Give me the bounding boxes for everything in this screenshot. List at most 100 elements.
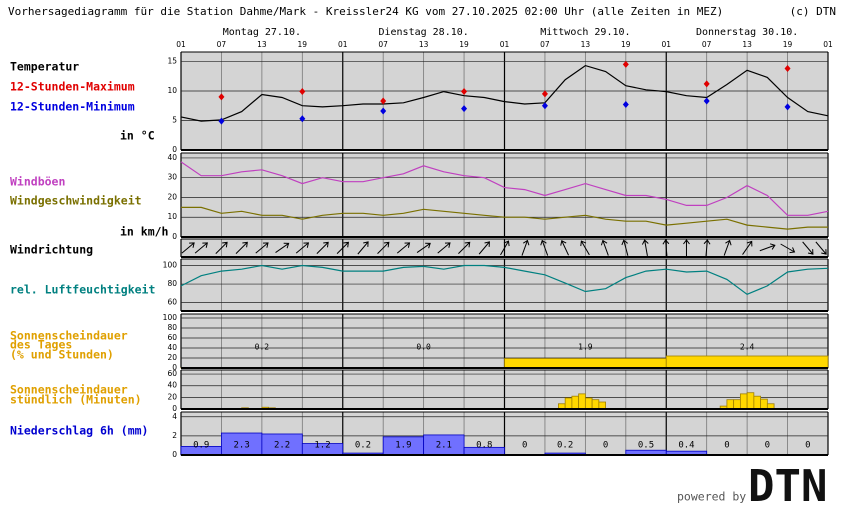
- wind-arrow: [215, 241, 228, 255]
- wind-arrow: [802, 241, 814, 255]
- wind-arrow: [336, 241, 349, 255]
- wind-arrow: [357, 241, 369, 255]
- hour-label: 13: [257, 40, 267, 49]
- max-min-marker: [703, 80, 710, 88]
- day-label: Montag 27.10.: [223, 27, 301, 38]
- y-tick-label: 60: [167, 333, 177, 342]
- sunshine-hours-label: 2.4: [740, 343, 755, 352]
- y-tick-label: 10: [167, 86, 177, 95]
- wind-arrow: [416, 242, 431, 253]
- y-tick-label: 40: [167, 381, 177, 390]
- hour-label: 07: [540, 40, 550, 49]
- y-tick-label: 0: [172, 145, 177, 154]
- hour-label: 01: [176, 40, 186, 49]
- y-tick-label: 80: [167, 323, 177, 332]
- wind-arrow: [815, 241, 827, 255]
- bar: [591, 399, 600, 410]
- bar: [578, 393, 586, 410]
- max-min-marker: [461, 88, 468, 96]
- bar-label: 0.2: [557, 441, 573, 451]
- bar: [760, 398, 768, 410]
- bar-label: 2.2: [274, 441, 290, 451]
- bar: [598, 401, 606, 410]
- wind-arrow: [377, 241, 390, 255]
- bar-label: 0: [522, 441, 527, 451]
- hour-label: 19: [621, 40, 631, 49]
- panel-label: Sonnenscheindauer: [10, 329, 128, 343]
- y-tick-label: 0: [172, 363, 177, 372]
- sunshine-hours-label: 0.0: [416, 343, 431, 352]
- wind-arrow: [437, 242, 451, 254]
- bar: [564, 397, 573, 410]
- bar: [746, 392, 755, 410]
- bar-label: 0.8: [476, 441, 492, 451]
- y-tick-label: 2: [172, 431, 177, 440]
- max-min-marker: [622, 101, 629, 109]
- legend-label: 12-Stunden-Maximum: [10, 80, 135, 94]
- copyright: (c) DTN: [790, 5, 836, 18]
- wind-arrow: [723, 239, 732, 256]
- hour-label: 13: [742, 40, 752, 49]
- max-min-marker: [299, 88, 306, 96]
- max-min-marker: [703, 97, 710, 105]
- bar-label: 0.2: [355, 441, 371, 451]
- bar-label: 0.5: [638, 441, 654, 451]
- wind-arrow: [316, 241, 329, 255]
- sunshine-hours-label: 1.9: [578, 343, 593, 352]
- bar-label: 2.1: [436, 441, 452, 451]
- panel-label: Sonnenscheindauer: [10, 383, 128, 397]
- y-tick-label: 100: [163, 313, 178, 322]
- y-tick-label: 5: [172, 115, 177, 124]
- day-label: Dienstag 28.10.: [378, 27, 468, 38]
- legend-label: rel. Luftfeuchtigkeit: [10, 283, 155, 297]
- y-tick-label: 10: [167, 212, 177, 221]
- wind-arrow: [662, 239, 670, 257]
- wind-arrow: [742, 240, 753, 255]
- series-line: [180, 264, 829, 295]
- bar: [584, 397, 593, 410]
- y-tick-label: 40: [167, 343, 177, 352]
- y-tick-label: 60: [167, 369, 177, 378]
- max-min-marker: [218, 93, 225, 101]
- panel-label: (% und Stunden): [10, 348, 114, 362]
- bar-label: 1.2: [314, 441, 330, 451]
- bar: [665, 355, 829, 369]
- y-tick-label: 30: [167, 173, 177, 182]
- y-tick-label: 60: [167, 298, 177, 307]
- bar-label: 2.3: [234, 441, 250, 451]
- header-title: Vorhersagediagramm für die Station Dahme…: [8, 5, 723, 18]
- bar-label: 0: [765, 441, 770, 451]
- wind-arrow: [458, 241, 471, 255]
- y-tick-label: 100: [163, 261, 178, 270]
- bar: [753, 395, 762, 410]
- bar-label: 1.9: [395, 441, 411, 451]
- max-min-marker: [541, 90, 548, 98]
- max-min-marker: [622, 60, 629, 68]
- legend-label: Temperatur: [10, 60, 79, 74]
- wind-arrow: [194, 242, 208, 254]
- wind-arrow: [500, 240, 510, 256]
- y-tick-label: 0: [172, 404, 177, 413]
- panel-label: Niederschlag 6h (mm): [10, 424, 148, 438]
- y-tick-label: 20: [167, 392, 177, 401]
- series-line: [181, 206, 828, 230]
- hour-label: 07: [217, 40, 227, 49]
- wind-arrow: [780, 243, 796, 254]
- wind-arrow: [759, 243, 776, 252]
- max-min-marker: [784, 65, 791, 73]
- unit-label: in °C: [120, 129, 155, 143]
- max-min-marker: [461, 105, 468, 113]
- y-tick-label: 15: [167, 56, 177, 65]
- bar-label: 0: [805, 441, 810, 451]
- bar: [726, 399, 735, 410]
- y-tick-label: 0: [172, 450, 177, 459]
- wind-arrow: [235, 241, 248, 255]
- hour-label: 01: [338, 40, 348, 49]
- wind-arrow: [540, 239, 549, 256]
- wind-arrow: [181, 242, 195, 254]
- sunshine-hours-label: 0.2: [255, 343, 270, 352]
- max-min-marker: [784, 103, 791, 111]
- logo: DTN: [748, 461, 827, 512]
- hour-label: 13: [581, 40, 591, 49]
